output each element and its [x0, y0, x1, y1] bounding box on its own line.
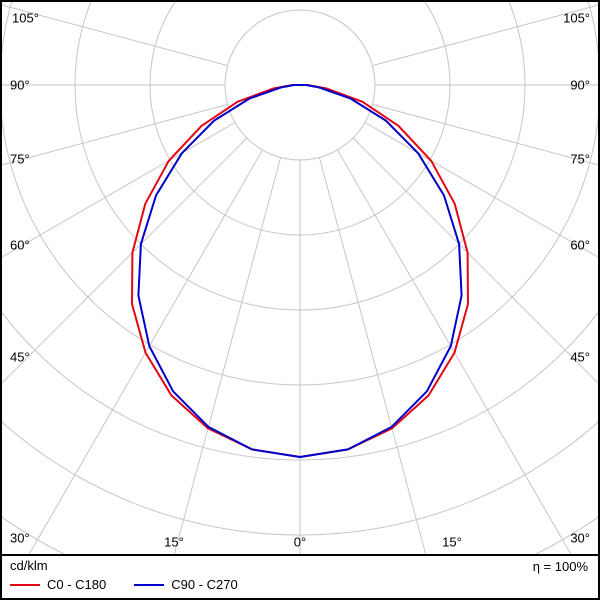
- curve-c90-c270: [137, 84, 463, 458]
- grid-spoke: [372, 103, 598, 166]
- legend-label-c0: C0 - C180: [47, 577, 107, 592]
- grid-spoke: [318, 157, 427, 554]
- angle-label: 45°: [570, 350, 590, 365]
- footer-left: cd/klm C0 - C180 C90 - C270: [10, 559, 238, 592]
- polar-chart: 105° 90° 75° 60° 45° 30° 15° 0° 15° 30° 45° 60° 75° 9…: [2, 2, 598, 554]
- angle-label: 105°: [12, 11, 39, 26]
- angle-label: 0°: [294, 535, 306, 550]
- grid-spoke: [173, 157, 282, 554]
- grid-spoke: [2, 4, 228, 67]
- unit-label: cd/klm: [10, 558, 48, 573]
- angle-label: 90°: [10, 78, 30, 93]
- grid-spoke: [28, 149, 263, 554]
- angle-label: 30°: [570, 531, 590, 546]
- angle-label: 90°: [570, 78, 590, 93]
- legend-item-c90-c270: C90 - C270: [134, 577, 238, 592]
- legend-item-c0-c180: C0 - C180: [10, 577, 106, 592]
- angle-label: 45°: [10, 350, 30, 365]
- grid-spoke: [364, 122, 598, 258]
- legend: C0 - C180 C90 - C270: [10, 577, 238, 592]
- grid-spoke: [337, 149, 572, 554]
- angle-label: 75°: [10, 152, 30, 167]
- efficiency-label: η = 100%: [532, 559, 588, 574]
- grid-spoke: [352, 137, 598, 384]
- angle-label: 30°: [10, 531, 30, 546]
- grid-spoke: [2, 122, 236, 258]
- angle-label: 15°: [164, 535, 184, 550]
- angle-label: 60°: [570, 238, 590, 253]
- legend-swatch-c0-icon: [10, 583, 40, 586]
- angle-label: 15°: [442, 535, 462, 550]
- polar-plot-area: 105° 90° 75° 60° 45° 30° 15° 0° 15° 30° 45° 60° 75° 9…: [2, 2, 598, 554]
- angle-label: 105°: [563, 11, 590, 26]
- grid-spoke: [2, 103, 228, 166]
- grid-spoke: [2, 137, 248, 384]
- legend-label-c90: C90 - C270: [171, 577, 238, 592]
- legend-swatch-c90-icon: [134, 583, 165, 586]
- angle-label: 60°: [10, 238, 30, 253]
- angle-label: 75°: [570, 152, 590, 167]
- chart-footer: cd/klm C0 - C180 C90 - C270 η = 100%: [2, 554, 598, 598]
- grid-spoke: [372, 4, 598, 67]
